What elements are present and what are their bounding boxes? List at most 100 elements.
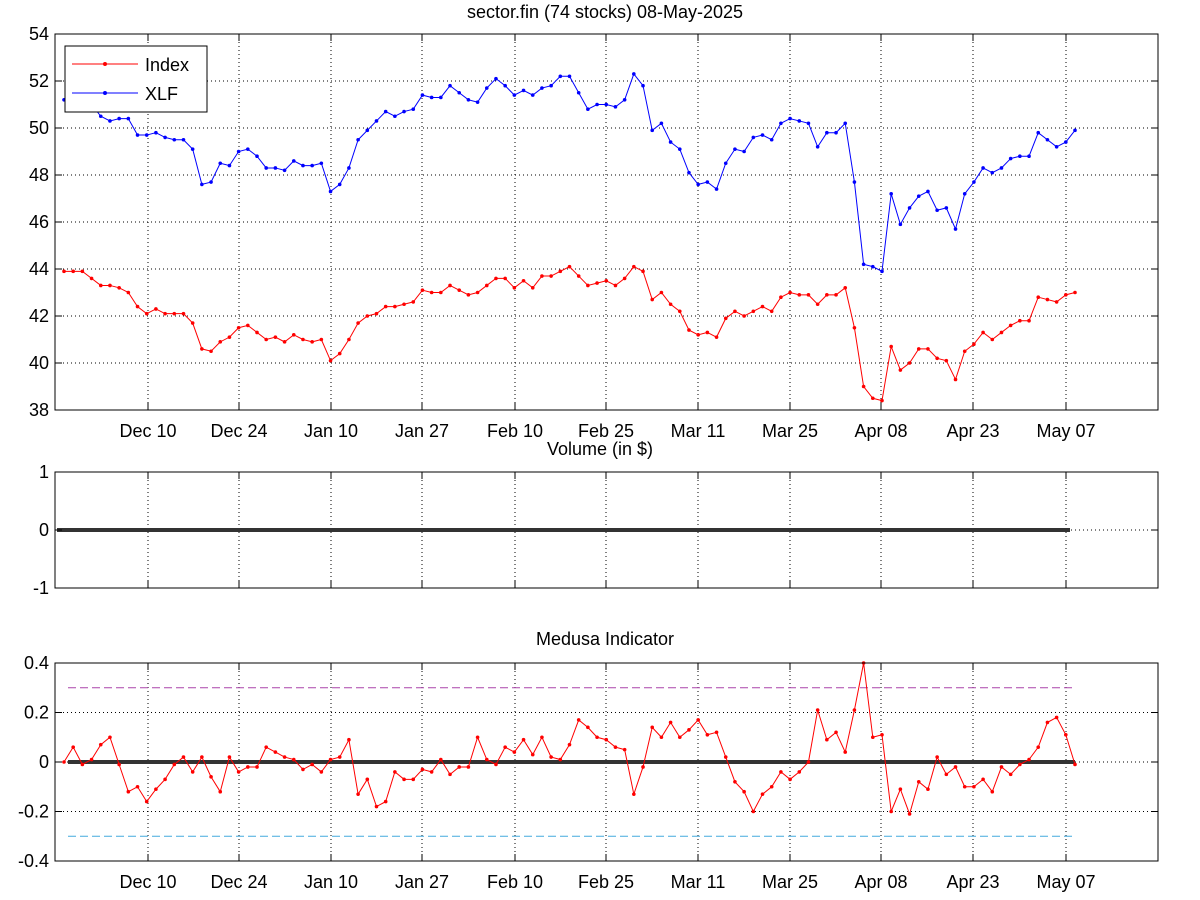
data-point [760, 792, 765, 796]
legend-xlf-marker [103, 91, 107, 95]
data-point [301, 163, 305, 168]
data-point [650, 128, 655, 133]
data-point [613, 745, 618, 749]
data-point [586, 283, 590, 288]
data-point [1054, 145, 1059, 149]
data-point [337, 182, 342, 187]
data-point [650, 297, 655, 302]
data-point [815, 302, 820, 307]
data-point [89, 276, 94, 281]
data-point [723, 316, 728, 321]
data-point [494, 76, 498, 81]
data-point [503, 745, 507, 749]
data-point [1064, 732, 1068, 737]
data-point [209, 775, 213, 779]
data-point [659, 121, 664, 126]
data-point [264, 745, 269, 749]
x-tick-label: Mar 25 [762, 421, 818, 441]
data-point [144, 133, 149, 137]
data-point [227, 335, 232, 339]
data-point [374, 804, 379, 809]
data-point [852, 708, 857, 712]
data-point [1054, 715, 1059, 720]
data-point [337, 755, 342, 759]
data-point [448, 83, 452, 88]
data-point [80, 762, 85, 767]
data-point [926, 189, 930, 194]
data-point [356, 792, 360, 796]
data-point [181, 755, 186, 759]
data-point [439, 290, 443, 295]
data-point [484, 86, 489, 90]
data-point [779, 295, 783, 300]
x-tick-label: Jan 10 [304, 421, 358, 441]
data-point [503, 276, 507, 281]
data-point [190, 770, 195, 774]
data-point [632, 792, 636, 796]
data-point [236, 770, 241, 774]
y-tick-label: 40 [29, 353, 49, 373]
data-point [889, 192, 893, 196]
data-point [154, 307, 158, 311]
data-point [273, 750, 278, 754]
data-point [172, 137, 177, 142]
data-point [429, 770, 434, 774]
data-point [696, 333, 700, 337]
data-point [475, 100, 480, 104]
data-point [871, 264, 875, 269]
data-point [705, 732, 710, 737]
data-point [328, 358, 333, 363]
data-point [604, 737, 609, 742]
data-point [310, 163, 314, 168]
data-point [62, 269, 66, 274]
data-point [714, 187, 719, 191]
price-chart-title: sector.fin (74 stocks) 08-May-2025 [467, 2, 743, 22]
data-point [586, 107, 590, 111]
data-point [733, 780, 737, 784]
data-point [632, 72, 636, 76]
x-tick-label: Apr 23 [946, 872, 999, 892]
data-point [439, 95, 443, 100]
data-point [512, 286, 517, 290]
data-point [503, 83, 507, 88]
data-point [466, 765, 471, 769]
data-point [990, 789, 995, 794]
legend-index-marker [103, 62, 107, 66]
data-point [871, 396, 875, 401]
y-tick-label: 0.2 [24, 703, 49, 723]
data-point [567, 74, 572, 79]
data-point [429, 290, 434, 295]
data-point [393, 114, 397, 119]
data-point [494, 762, 498, 767]
data-point [521, 88, 526, 93]
x-tick-label: Dec 24 [210, 872, 267, 892]
index-line [64, 266, 1076, 402]
data-point [898, 787, 903, 792]
data-point [907, 361, 912, 365]
data-point [521, 278, 526, 283]
data-point [953, 227, 958, 231]
data-point [457, 765, 462, 769]
data-point [98, 114, 103, 119]
data-point [1054, 300, 1059, 304]
x-tick-label: Mar 25 [762, 872, 818, 892]
data-point [871, 735, 875, 740]
data-point [1008, 772, 1013, 777]
data-point [1064, 293, 1068, 297]
data-point [889, 809, 893, 814]
data-point [742, 149, 746, 154]
data-point [641, 83, 645, 88]
data-point [200, 182, 204, 187]
data-point [80, 269, 85, 274]
data-point [200, 347, 204, 351]
data-point [1008, 323, 1013, 328]
data-point [218, 340, 223, 344]
data-point [319, 161, 324, 166]
data-point [172, 311, 177, 316]
data-point [411, 107, 416, 111]
data-point [420, 288, 425, 292]
data-point [89, 757, 94, 762]
data-point [843, 750, 848, 754]
data-point [135, 784, 140, 789]
